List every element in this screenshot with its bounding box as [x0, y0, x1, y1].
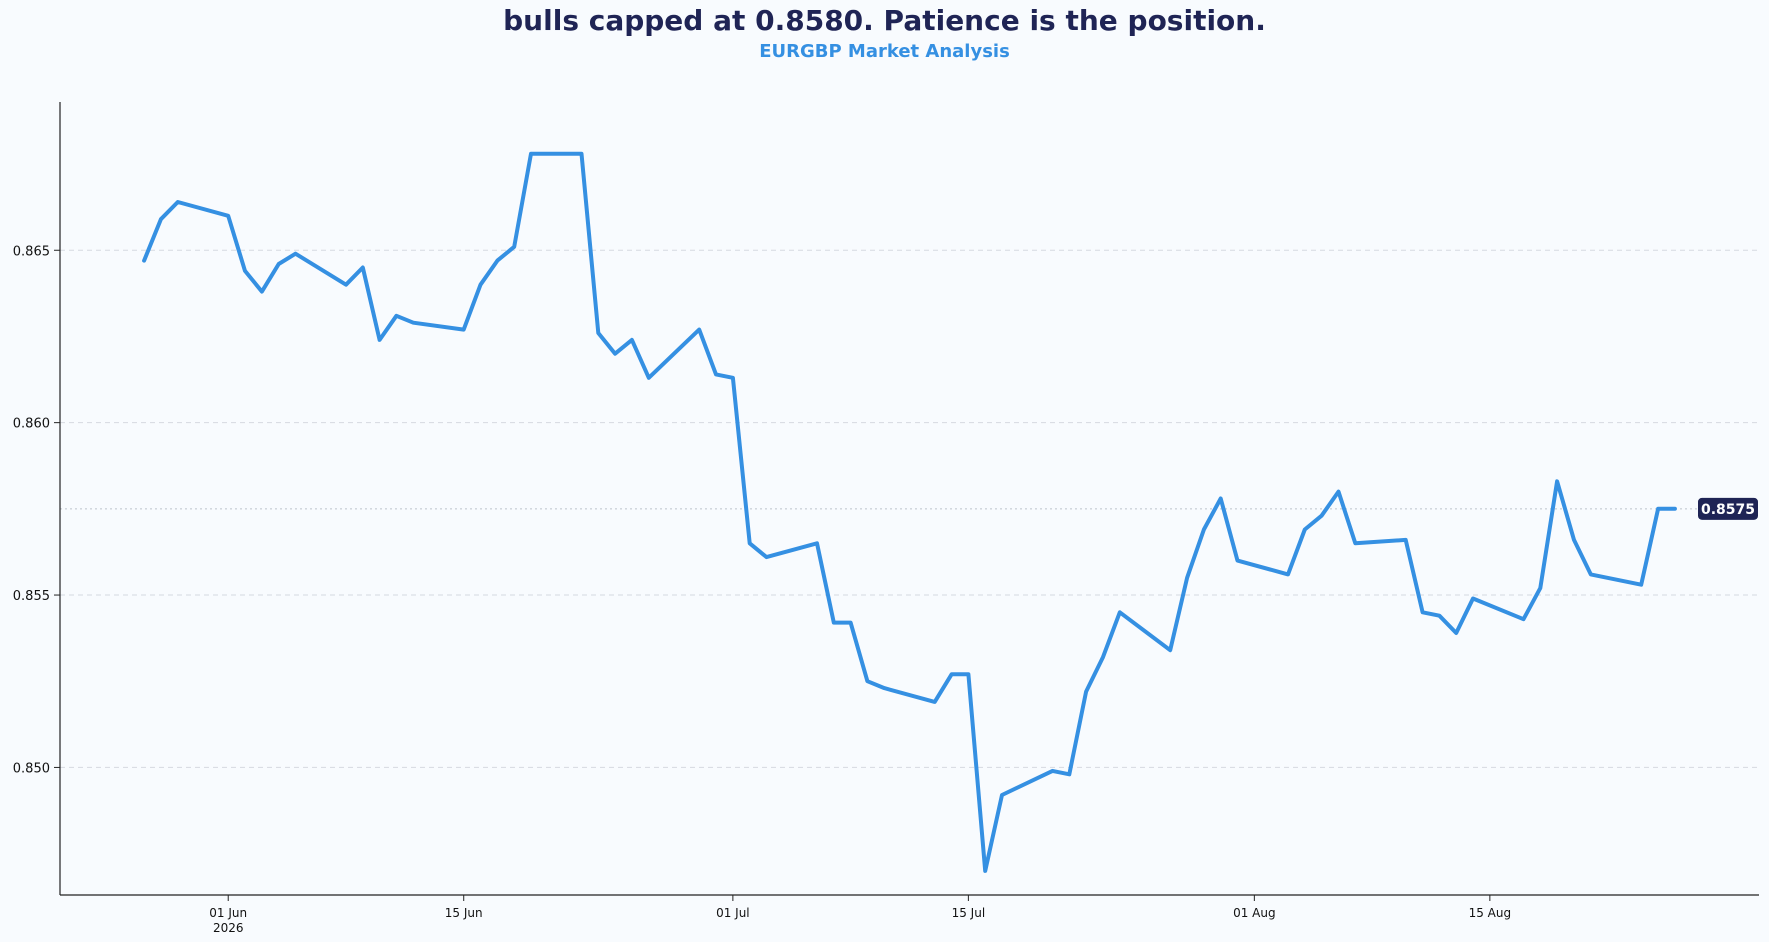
x-tick-label: 15 Jun [445, 906, 483, 920]
y-axis-ticks: 0.865 0.860 0.855 0.850 [13, 244, 60, 776]
x-tick-year-label: 2026 [213, 921, 244, 935]
y-tick-label: 0.865 [13, 244, 50, 259]
axes [59, 102, 1759, 896]
price-line [142, 151, 1677, 873]
last-value-label: 0.8575 [1701, 502, 1755, 518]
x-tick-label: 15 Jul [952, 906, 986, 920]
grid-lines [60, 249, 1759, 768]
x-tick-label: 01 Aug [1233, 906, 1276, 920]
chart-subtitle: EURGBP Market Analysis [759, 41, 1010, 62]
x-tick-label: 15 Aug [1469, 906, 1512, 920]
last-value-badge-box [1698, 497, 1758, 520]
series-group [142, 151, 1677, 873]
y-tick-label: 0.855 [13, 589, 50, 604]
y-tick-label: 0.850 [13, 761, 50, 776]
y-tick-label: 0.860 [13, 417, 50, 432]
x-tick-label: 01 Jun [209, 906, 247, 920]
chart-title: bulls capped at 0.8580. Patience is the … [503, 4, 1266, 37]
last-value-badge: 0.8575 [1698, 497, 1758, 520]
x-tick-label: 01 Jul [716, 906, 750, 920]
